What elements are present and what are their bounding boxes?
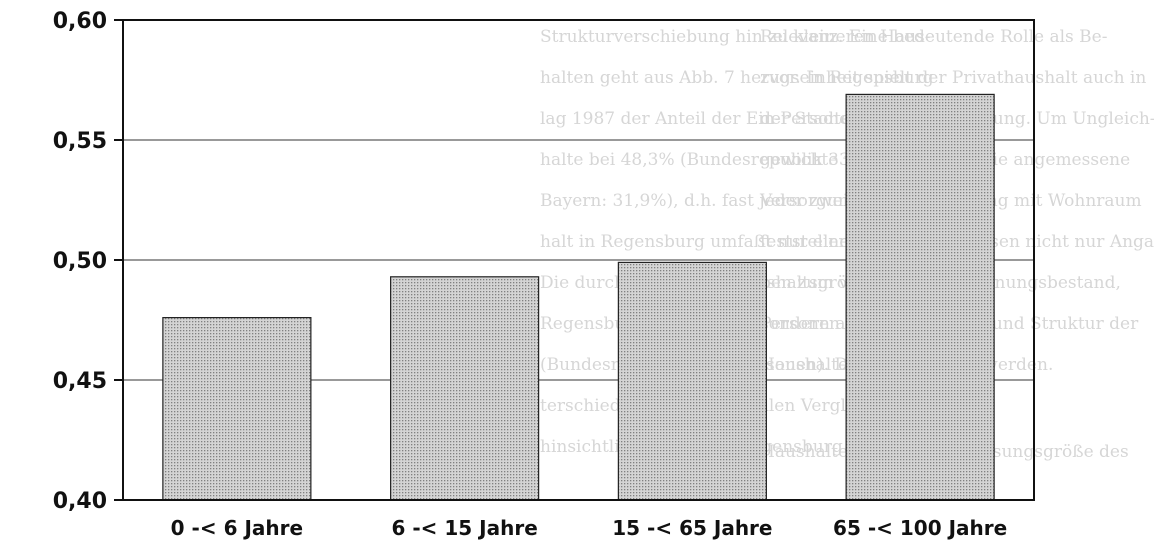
background-text-line: lag 1987 der Anteil der Ein-Personen-Hau… <box>540 109 916 129</box>
y-tick-label: 0,50 <box>53 249 107 274</box>
bar <box>390 276 540 501</box>
y-tick-label: 0,40 <box>53 489 107 514</box>
background-text-line: Relevanz. Eine bedeutende Rolle als Be- <box>760 27 1107 47</box>
bar <box>845 93 995 501</box>
y-tick-label: 0,55 <box>53 129 107 154</box>
y-tick-label: 0,60 <box>53 9 107 34</box>
bar <box>162 317 312 501</box>
x-category-label: 65 -< 100 Jahre <box>833 516 1007 540</box>
background-text-line: halt in Regensburg umfaßt nur eine Perso… <box>540 232 919 252</box>
x-category-label: 15 -< 65 Jahre <box>612 516 772 540</box>
x-category-label: 0 -< 6 Jahre <box>171 516 303 540</box>
axes <box>114 19 1035 501</box>
background-text-line: Strukturverschiebung hin zu kleineren Ha… <box>540 27 931 47</box>
bars <box>162 93 995 501</box>
background-text-line: zugseinheit spielt der Privathaushalt au… <box>760 68 1146 88</box>
y-tick-label: 0,45 <box>53 369 107 394</box>
background-text-line: halte bei 48,3% (Bundesrepublik 33,4%; <box>540 150 888 170</box>
x-category-label: 6 -< 15 Jahre <box>391 516 537 540</box>
bar <box>617 261 767 501</box>
background-text-line: halten geht aus Abb. 7 hervor. In Regens… <box>540 68 934 88</box>
tick-labels: 0,40 0,45 0,50 0,55 0,60 0 -< 6 Jahre 6 -< 15 … <box>53 9 1007 540</box>
background-text-line: Bayern: 31,9%), d.h. fast jeder zweite H… <box>540 191 921 211</box>
